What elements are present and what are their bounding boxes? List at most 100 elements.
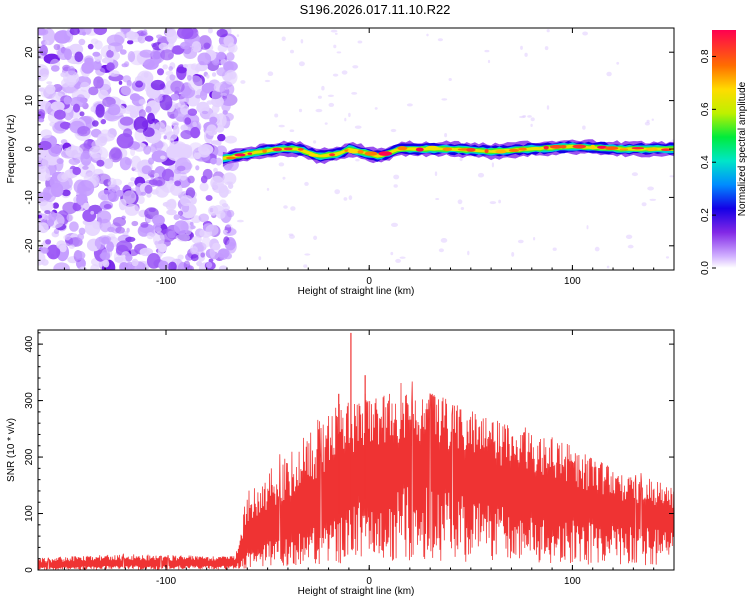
noise-speck [288,233,294,236]
signal-hotspot [415,147,424,152]
noise-speck [530,123,533,127]
noise-blob [224,69,238,85]
noise-speck [341,70,348,75]
noise-speck [298,61,305,67]
noise-blob [195,94,202,99]
noise-blob [90,106,96,113]
noise-blob [122,190,137,205]
noise-blob [38,214,43,219]
noise-blob [156,34,163,39]
noise-blob [179,172,187,181]
noise-blob [169,74,176,81]
noise-blob [81,61,95,74]
noise-blob [188,75,203,91]
heatmap-cells [38,28,674,270]
x-tick-label: 100 [564,276,581,287]
noise-blob [130,187,136,192]
noise-blob [93,28,107,36]
noise-blob [167,230,176,239]
noise-blob [102,259,110,268]
noise-blob [110,45,115,52]
noise-speck [330,29,338,33]
x-tick-label: -100 [156,276,176,287]
noise-blob [171,121,179,127]
noise-blob [41,156,51,169]
noise-speck [651,118,654,121]
noise-speck [441,98,448,101]
noise-speck [274,113,279,118]
signal-hotspot [378,151,393,156]
noise-blob [91,120,99,127]
noise-blob [199,182,209,192]
signal-hotspot [597,145,607,149]
noise-speck [374,107,378,110]
noise-speck [328,102,335,107]
y-tick-label: -20 [24,238,35,253]
noise-speck [390,251,394,256]
noise-blob [40,129,52,139]
noise-speck [459,157,463,162]
noise-blob [125,236,136,242]
noise-blob [69,28,80,36]
noise-speck [348,195,353,201]
signal-hotspot [508,148,519,152]
y-tick-label: 0 [24,567,35,573]
noise-blob [140,191,147,196]
noise-blob [166,209,177,216]
signal-hotspot [297,148,304,151]
noise-speck [519,115,526,119]
signal-hotspot [442,147,453,151]
noise-speck [344,117,347,122]
noise-speck [546,105,550,110]
noise-speck [355,159,360,162]
noise-blob [148,157,155,165]
noise-blob [160,155,166,160]
noise-blob [154,121,166,135]
noise-speck [646,119,650,123]
noise-speck [544,46,549,51]
noise-blob [200,89,208,101]
noise-speck [448,78,452,81]
noise-speck [627,244,634,249]
noise-blob [197,52,212,66]
signal-hotspot [543,145,549,150]
signal-hotspot [247,152,253,155]
noise-blob [146,232,154,240]
noise-blob [198,144,214,155]
noise-speck [236,34,240,37]
noise-blob [162,64,168,70]
noise-speck [477,172,485,178]
noise-blob [184,117,192,125]
signal-hotspot [329,153,336,157]
noise-blob [129,93,141,102]
noise-blob [79,111,85,117]
noise-speck [348,112,351,118]
noise-blob [82,209,97,223]
noise-blob [108,70,120,77]
noise-blob [98,89,109,100]
noise-blob [158,95,163,102]
noise-blob [139,49,154,58]
noise-blob [187,108,198,116]
y-tick-label: -10 [24,190,35,205]
noise-speck [393,174,400,180]
noise-blob [226,52,235,61]
noise-speck [300,39,304,44]
signal-hotspot [262,149,267,153]
noise-blob [198,35,212,50]
noise-blob [69,221,79,232]
y-tick-label: 400 [24,335,35,352]
noise-blob [52,202,59,209]
noise-blob [143,145,152,155]
noise-blob [123,128,133,138]
noise-blob [205,224,219,237]
noise-blob [201,236,211,248]
noise-blob [181,28,199,40]
noise-blob [224,135,237,144]
noise-blob [119,49,127,55]
x-tick-label: -100 [156,576,176,587]
noise-blob [196,101,210,114]
noise-speck [484,49,490,53]
noise-speck [457,199,463,205]
noise-blob [87,43,94,50]
